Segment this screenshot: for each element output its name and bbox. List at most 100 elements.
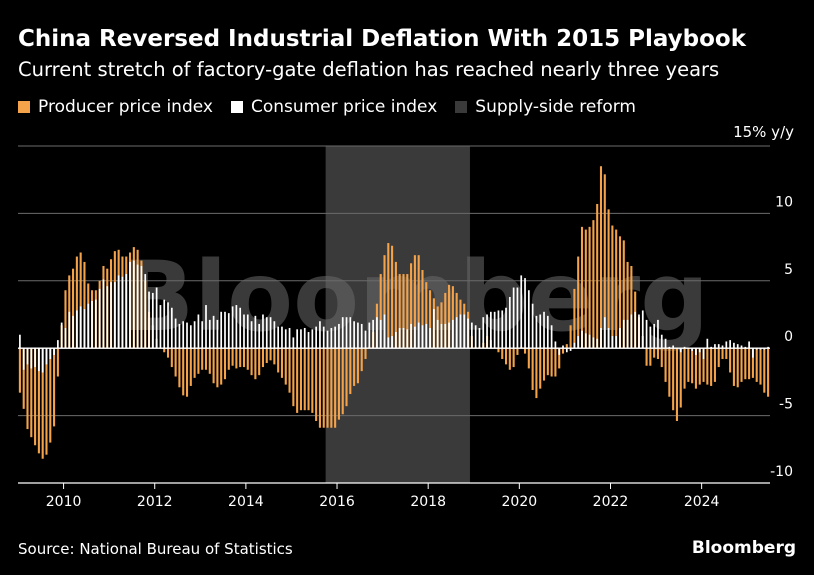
ppi-bar-2009-03 <box>26 348 29 430</box>
ppi-bar-2019-07 <box>497 348 500 353</box>
ppi-bar-2014-11 <box>284 348 287 385</box>
ppi-bar-2009-10 <box>53 348 56 427</box>
cpi-bar-2011-09 <box>140 265 143 349</box>
ppi-bar-2018-01 <box>429 290 432 349</box>
cpi-bar-2018-01 <box>429 327 431 349</box>
cpi-bar-2020-11 <box>558 348 561 355</box>
cpi-bar-2017-02 <box>387 337 390 349</box>
cpi-bar-2013-10 <box>235 305 238 349</box>
cpi-bar-2021-12 <box>607 327 610 349</box>
ppi-bar-2014-09 <box>277 348 280 373</box>
cpi-bar-2011-04 <box>121 276 124 349</box>
cpi-bar-2015-10 <box>326 330 329 349</box>
cpi-bar-2010-07 <box>87 303 90 349</box>
x-tick-label-2010: 2010 <box>46 494 82 510</box>
cpi-bar-2025-05 <box>763 348 766 350</box>
cpi-bar-2009-10 <box>53 348 55 355</box>
ppi-bar-2021-03 <box>573 288 576 349</box>
ppi-bar-2018-06 <box>448 284 451 349</box>
cpi-bar-2009-01 <box>19 334 21 349</box>
ppi-bar-2025-06 <box>767 348 770 397</box>
cpi-bar-2022-10 <box>645 319 648 349</box>
cpi-bar-2022-06 <box>630 314 633 349</box>
cpi-bar-2021-01 <box>565 348 568 353</box>
ppi-bar-2017-02 <box>387 243 390 349</box>
cpi-bar-2013-03 <box>208 319 211 349</box>
ppi-bar-2012-11 <box>193 348 196 378</box>
ppi-bar-2012-07 <box>178 348 181 388</box>
cpi-bar-2024-02 <box>706 338 709 349</box>
cpi-bar-2017-06 <box>402 327 405 349</box>
ppi-bar-2009-09 <box>49 348 52 443</box>
ppi-bar-2024-04 <box>713 348 716 382</box>
cpi-bar-2018-06 <box>448 322 450 349</box>
ppi-bar-2024-01 <box>702 348 705 382</box>
cpi-bar-2014-05 <box>262 314 264 349</box>
legend-item-reform: Supply-side reform <box>455 97 636 117</box>
cpi-bar-2013-09 <box>231 306 234 349</box>
cpi-bar-2019-12 <box>516 287 519 349</box>
ppi-bar-2014-05 <box>261 348 265 368</box>
ppi-bar-2016-07 <box>360 348 363 372</box>
ppi-bar-2015-06 <box>311 348 314 413</box>
ppi-bar-2017-06 <box>402 274 405 349</box>
ppi-bar-2015-11 <box>330 348 333 428</box>
y-tick-label-5: 5 <box>784 262 793 278</box>
ppi-bar-2017-05 <box>398 274 401 349</box>
ppi-bar-2012-05 <box>170 348 173 368</box>
cpi-bar-2012-11 <box>193 321 196 349</box>
cpi-bar-2025-06 <box>767 346 769 349</box>
cpi-bar-2013-02 <box>205 305 207 349</box>
ppi-bar-2020-06 <box>539 348 542 389</box>
source-note: Source: National Bureau of Statistics <box>18 540 293 558</box>
cpi-bar-2020-10 <box>554 341 557 349</box>
cpi-bar-2023-03 <box>664 338 667 349</box>
ppi-bar-2014-06 <box>265 348 268 364</box>
cpi-bar-2014-09 <box>277 326 280 349</box>
cpi-bar-2016-10 <box>372 319 374 349</box>
ppi-bar-2016-08 <box>364 348 367 359</box>
cpi-bar-2017-04 <box>395 332 397 349</box>
cpi-bar-2021-05 <box>581 330 583 349</box>
cpi-bar-2014-11 <box>284 329 287 349</box>
ppi-bar-2023-11 <box>694 348 697 389</box>
cpi-bar-2018-05 <box>444 323 447 349</box>
ppi-bar-2022-06 <box>630 265 633 349</box>
ppi-bar-2025-04 <box>759 348 762 385</box>
ppi-bar-2022-12 <box>653 348 656 358</box>
ppi-bar-2015-05 <box>307 348 310 411</box>
cpi-bar-2021-02 <box>569 348 572 351</box>
ppi-bar-2022-11 <box>649 348 652 366</box>
cpi-bar-2017-10 <box>417 322 420 349</box>
cpi-bar-2009-04 <box>30 348 33 369</box>
cpi-bar-2019-09 <box>505 307 507 349</box>
cpi-bar-2020-01 <box>520 275 523 349</box>
chart-legend: Producer price index Consumer price inde… <box>18 97 654 117</box>
ppi-bar-2021-07 <box>588 226 591 349</box>
ppi-bar-2024-06 <box>721 348 724 359</box>
ppi-bar-2024-08 <box>729 348 732 373</box>
ppi-bar-2014-07 <box>269 348 272 361</box>
cpi-bar-2014-10 <box>281 326 283 349</box>
cpi-bar-2017-11 <box>421 325 424 349</box>
cpi-bar-2023-07 <box>679 348 682 353</box>
cpi-bar-2010-05 <box>79 306 82 349</box>
cpi-bar-2022-08 <box>638 314 640 349</box>
ppi-bar-2014-12 <box>288 348 291 393</box>
cpi-bar-2023-04 <box>668 346 671 349</box>
ppi-bar-2010-06 <box>83 261 86 349</box>
ppi-bar-2010-01 <box>64 290 67 349</box>
cpi-bar-2012-05 <box>170 307 173 349</box>
ppi-bar-2017-03 <box>391 245 394 349</box>
ppi-bar-2009-01 <box>18 348 21 393</box>
cpi-bar-2022-12 <box>653 323 656 349</box>
cpi-bar-2018-12 <box>471 322 473 349</box>
ppi-bar-2020-07 <box>542 348 546 381</box>
cpi-bar-2022-01 <box>611 336 614 349</box>
cpi-bar-2009-11 <box>57 340 59 349</box>
ppi-bar-2020-02 <box>523 348 527 354</box>
cpi-bar-2020-05 <box>535 315 538 349</box>
ppi-bar-2015-08 <box>318 348 321 428</box>
cpi-bar-2024-07 <box>725 341 728 349</box>
cpi-bar-2011-05 <box>125 274 128 349</box>
